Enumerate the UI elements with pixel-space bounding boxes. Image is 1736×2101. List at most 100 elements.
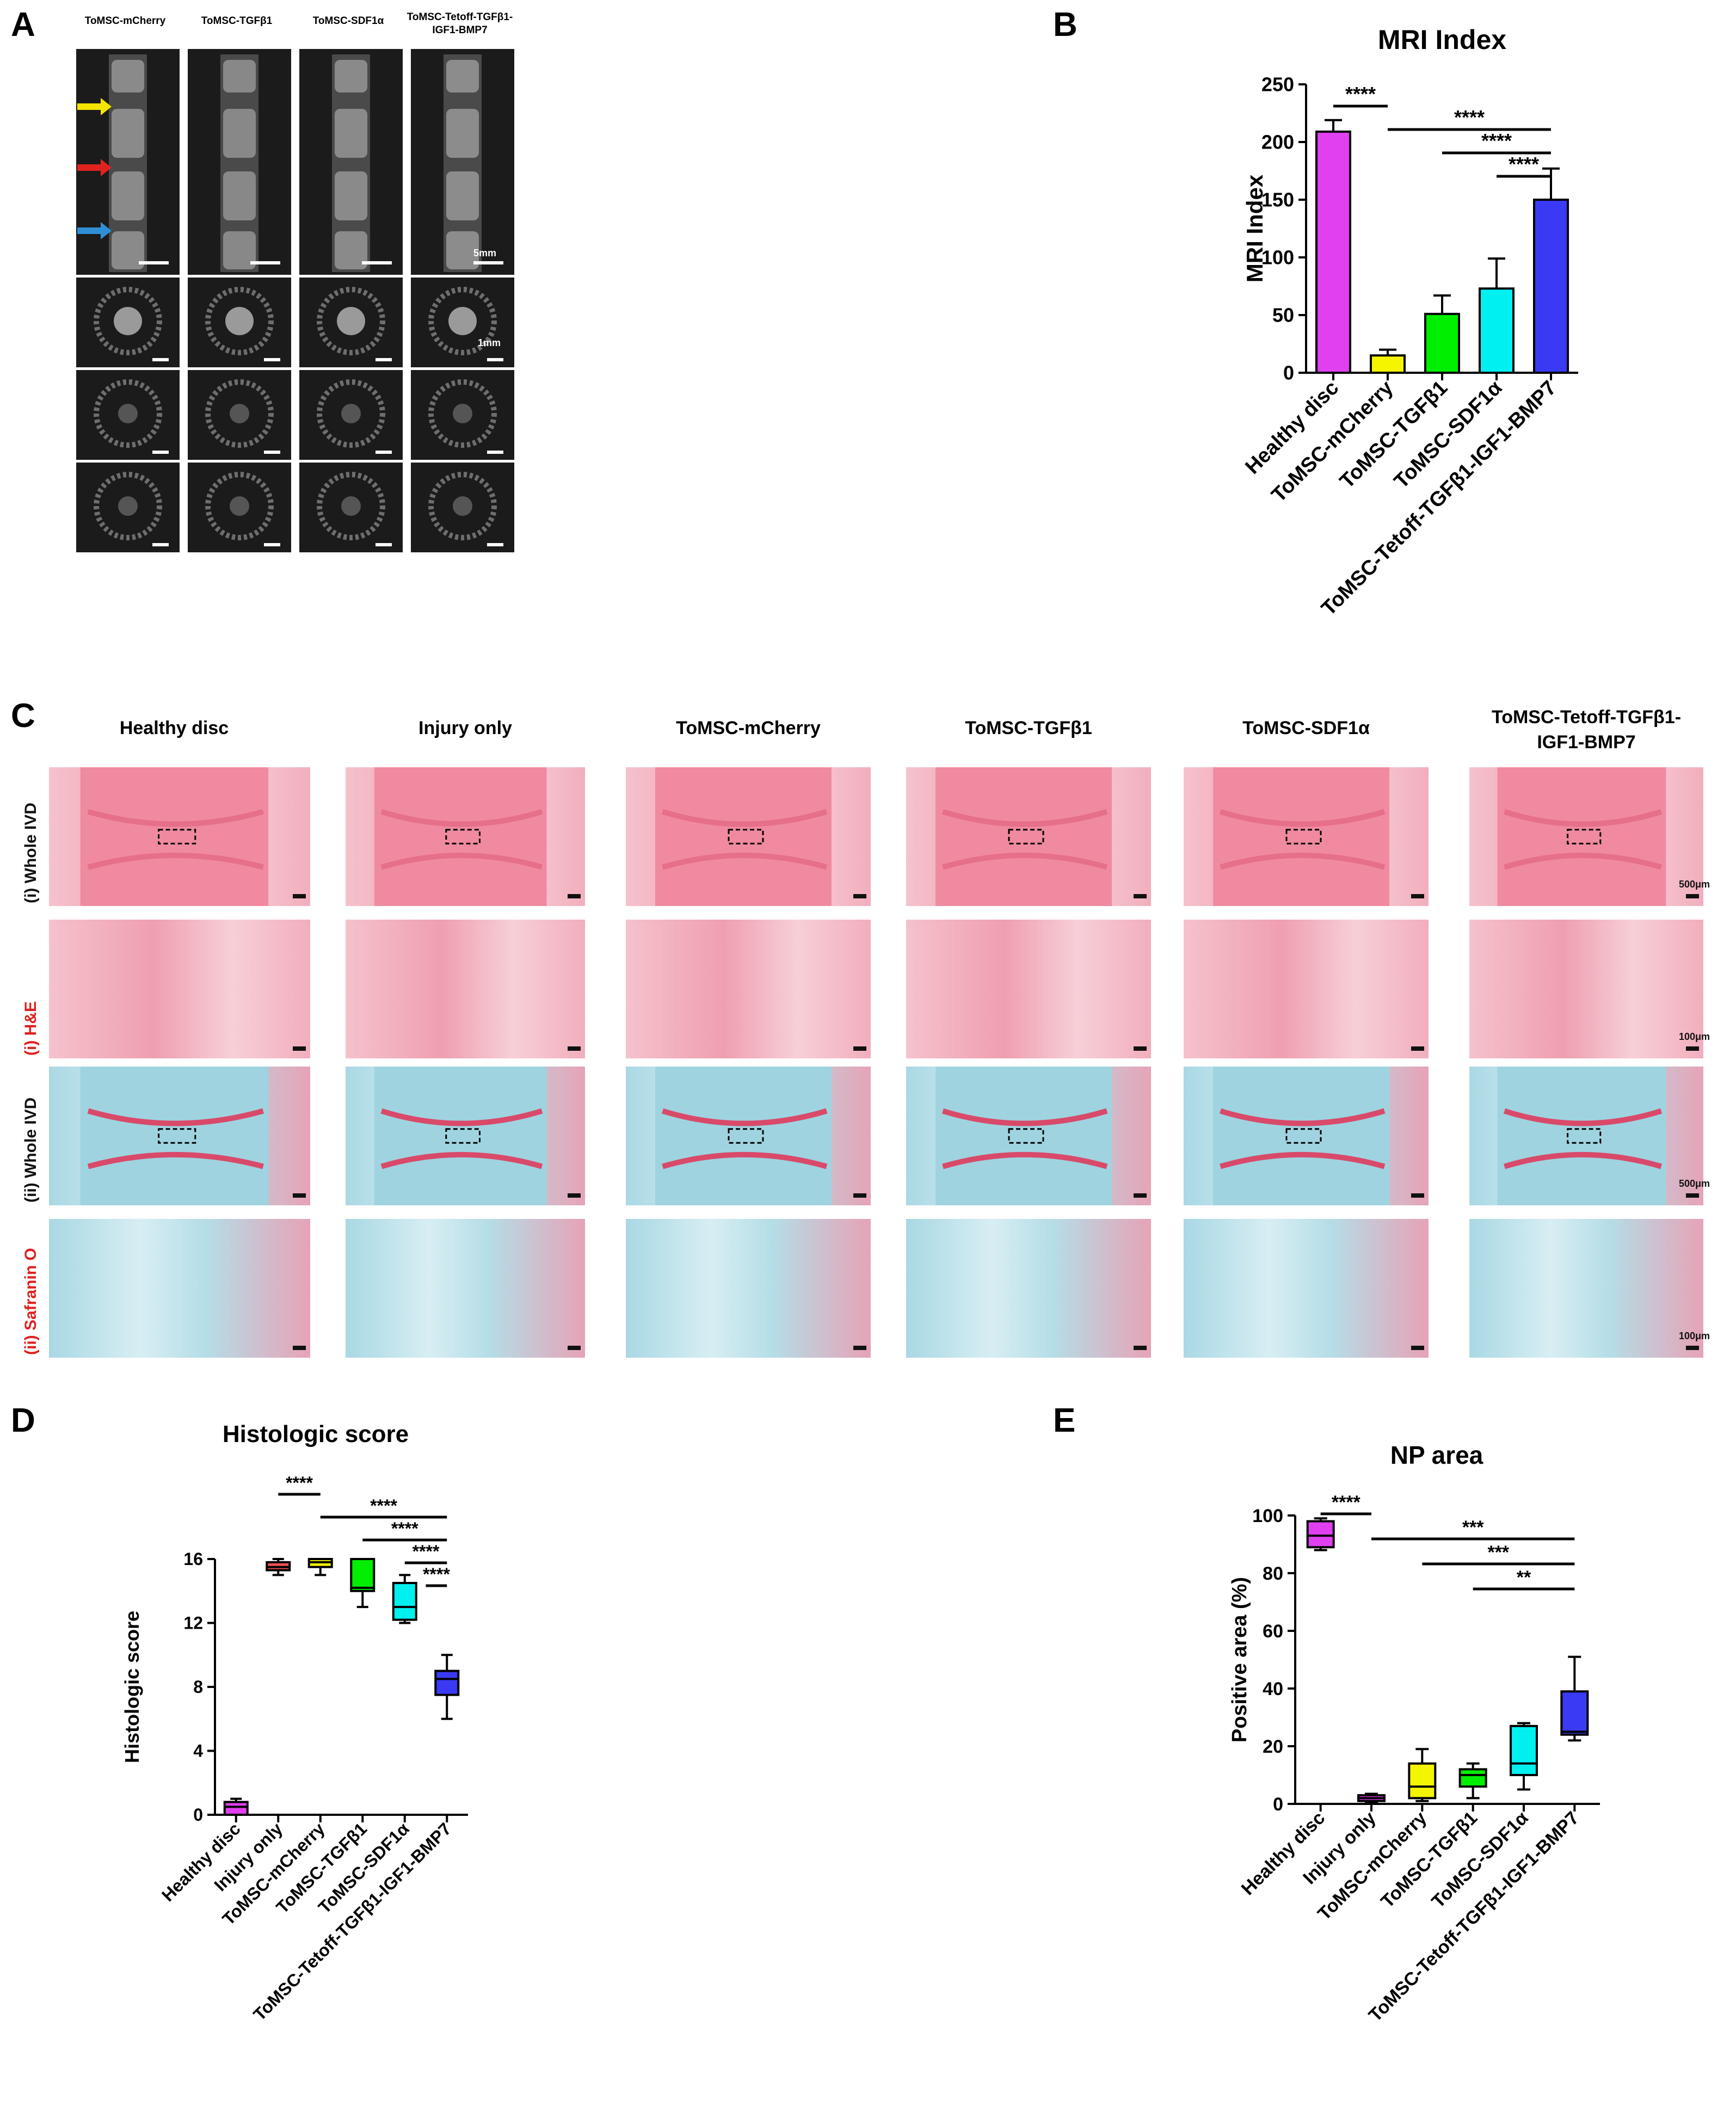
mri-axial-image: [299, 370, 403, 460]
a-col-header-3: ToMSC-Tetoff-TGFβ1- IGF1-BMP7: [407, 11, 513, 36]
a-col-header-1: ToMSC-TGFβ1: [201, 15, 273, 27]
histology-image: [1184, 920, 1429, 1058]
x-tick-label: Healthy disc: [1241, 377, 1343, 479]
mri-axial-image: [299, 278, 403, 367]
y-tick-label: 200: [1261, 131, 1294, 153]
box: [1510, 1724, 1538, 1777]
chart-title: Histologic score: [223, 1421, 409, 1447]
significance-label: ****: [1454, 106, 1485, 128]
y-axis-label: Histologic score: [121, 1611, 143, 1763]
box: [1408, 1762, 1437, 1800]
bar: [1315, 130, 1351, 374]
panel-letter-d: D: [11, 1402, 35, 1439]
box: [1306, 1520, 1335, 1549]
histology-image: [626, 1219, 871, 1358]
c-scale-label: 100μm: [1679, 1330, 1710, 1341]
y-tick-label: 16: [183, 1549, 203, 1569]
significance-label: ****: [370, 1496, 397, 1515]
chart-title: NP area: [1390, 1441, 1483, 1469]
y-tick-label: 0: [1273, 1794, 1283, 1815]
panel-letter-c: C: [11, 697, 35, 735]
histology-image: [346, 767, 585, 906]
box: [350, 1558, 375, 1592]
scale-label-5mm: 5mm: [473, 248, 497, 258]
histology-image: [906, 1219, 1151, 1358]
significance-label: ****: [1332, 1492, 1361, 1513]
histology-image: [49, 920, 310, 1058]
c-row-label: (ii) Safranin O: [22, 1248, 40, 1355]
histology-image: [1469, 920, 1703, 1058]
significance-label: **: [1517, 1567, 1531, 1588]
significance-label: ****: [286, 1473, 313, 1493]
blue-arrow-icon: [77, 222, 112, 239]
mri-axial-image: [299, 463, 403, 552]
histology-image: [626, 920, 871, 1058]
histology-image: [49, 1219, 310, 1358]
box: [1458, 1768, 1487, 1788]
significance-label: ***: [1462, 1517, 1484, 1538]
mri-axial-image: [188, 463, 291, 552]
y-tick-label: 4: [193, 1741, 203, 1761]
histology-image: [346, 1219, 585, 1358]
c-row-label: (i) H&E: [22, 1001, 40, 1056]
c-row-label: (i) Whole IVD: [22, 803, 40, 903]
box: [1560, 1690, 1589, 1736]
a-col-header-2: ToMSC-SDF1α: [312, 15, 384, 27]
mri-sagittal-image: [76, 49, 180, 275]
mri-index-bar-chart: MRI Index MRI Index 0 50 100 150 200 250 Healthy…: [1241, 24, 1578, 620]
significance-label: ****: [1345, 83, 1376, 105]
y-tick-label: 12: [183, 1613, 203, 1633]
c-col-header: ToMSC-SDF1α: [1242, 718, 1370, 738]
scale-bar: [250, 261, 280, 264]
y-axis-label: Positive area (%): [1228, 1577, 1251, 1742]
box: [434, 1669, 460, 1696]
significance-label: ****: [1509, 153, 1539, 175]
histology-image: [1469, 1067, 1703, 1205]
panel-letter-e: E: [1053, 1402, 1076, 1439]
y-tick-label: 80: [1263, 1563, 1283, 1584]
box: [392, 1582, 417, 1621]
histology-image: [626, 767, 871, 906]
y-tick-label: 150: [1261, 189, 1294, 211]
mri-sagittal-image: [411, 49, 514, 275]
histology-image: [1184, 767, 1429, 906]
c-col-header: Healthy disc: [119, 718, 229, 738]
histology-image: [49, 767, 310, 906]
histology-image: [906, 1067, 1151, 1205]
yellow-arrow-icon: [77, 98, 112, 115]
significance-label: ****: [413, 1542, 440, 1561]
histology-image: [346, 1067, 585, 1205]
mri-axial-image: [411, 463, 514, 552]
histology-image: [1184, 1219, 1429, 1358]
bar: [1479, 287, 1515, 374]
significance-label: ****: [391, 1519, 418, 1538]
mri-axial-image: [411, 370, 514, 460]
red-arrow-icon: [77, 159, 112, 176]
significance-label: ****: [1481, 130, 1512, 152]
chart-title: MRI Index: [1378, 24, 1506, 55]
mri-sagittal-image: [299, 49, 403, 275]
bar: [1424, 312, 1460, 374]
c-row-label: (ii) Whole IVD: [22, 1097, 40, 1203]
y-tick-label: 8: [193, 1677, 203, 1697]
mri-sagittal-image: [188, 49, 291, 275]
c-col-header: Injury only: [418, 718, 512, 738]
y-tick-label: 60: [1263, 1621, 1283, 1642]
histology-image: [49, 1067, 310, 1205]
scale-bar: [139, 261, 169, 264]
y-tick-label: 40: [1263, 1679, 1283, 1699]
mri-arrow-icons: [77, 98, 112, 239]
mri-axial-image: [76, 370, 180, 460]
significance-label: ****: [423, 1564, 450, 1584]
bar: [1533, 199, 1569, 374]
histology-image: [1469, 767, 1703, 906]
panel-letter-a: A: [11, 6, 35, 44]
histology-image: [906, 920, 1151, 1058]
y-tick-label: 50: [1272, 304, 1294, 326]
histology-image: [1469, 1219, 1703, 1358]
histology-image: [346, 920, 585, 1058]
y-axis-label: MRI Index: [1242, 174, 1267, 282]
mri-axial-image: [411, 278, 514, 367]
mri-axial-image: [76, 463, 180, 552]
